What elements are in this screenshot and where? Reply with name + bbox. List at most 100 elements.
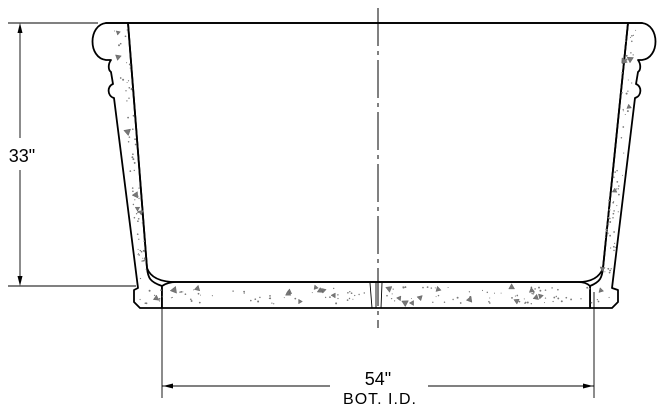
aggregate-dot — [352, 298, 354, 300]
aggregate-dot — [139, 277, 142, 280]
aggregate-stone — [401, 300, 409, 307]
aggregate-dot — [627, 90, 629, 92]
aggregate-dot — [142, 257, 144, 259]
aggregate-dot — [269, 295, 271, 297]
aggregate-dot — [125, 90, 127, 92]
aggregate-dot — [136, 233, 139, 236]
aggregate-dot — [190, 300, 193, 302]
aggregate-dot — [590, 301, 593, 304]
aggregate-stone — [115, 54, 122, 61]
aggregate-dot — [516, 294, 519, 297]
aggregate-dot — [158, 297, 161, 300]
aggregate-dot — [179, 291, 181, 293]
bottom-dimension-label: 54" — [365, 369, 391, 389]
aggregate-dot — [631, 40, 633, 43]
aggregate-dot — [184, 293, 187, 296]
aggregate-dot — [127, 140, 130, 143]
aggregate-dot — [189, 298, 192, 301]
aggregate-dot — [350, 292, 353, 295]
aggregate-dot — [126, 81, 128, 84]
aggregate-stone — [330, 292, 336, 299]
aggregate-dot — [363, 292, 366, 294]
aggregate-dot — [410, 298, 412, 299]
aggregate-dot — [553, 296, 556, 299]
aggregate-dot — [607, 223, 610, 225]
aggregate-dot — [618, 193, 620, 196]
aggregate-stone — [134, 206, 141, 212]
aggregate-dot — [518, 300, 521, 303]
aggregate-stone — [528, 286, 535, 293]
floor-joint — [369, 282, 383, 309]
aggregate-dot — [557, 288, 559, 291]
aggregate-dot — [468, 291, 471, 293]
aggregate-dot — [134, 199, 136, 201]
height-dimension: 33" — [2, 22, 136, 287]
aggregate-dot — [139, 298, 141, 301]
aggregate-dot — [137, 253, 139, 256]
aggregate-dot — [625, 92, 628, 95]
aggregate-dot — [625, 58, 628, 61]
bottom-dimension-sublabel: BOT. I.D. — [343, 391, 417, 408]
bottom-arrow-left — [163, 383, 173, 389]
aggregate-dot — [134, 143, 137, 146]
aggregate-dot — [124, 35, 127, 38]
aggregate-dot — [443, 301, 446, 303]
aggregate-dot — [534, 288, 536, 290]
aggregate-dot — [632, 34, 634, 36]
aggregate-dot — [128, 97, 130, 99]
aggregate-dot — [565, 296, 568, 299]
aggregate-dot — [620, 137, 623, 139]
aggregate-dot — [437, 294, 440, 297]
aggregate-dot — [138, 197, 140, 200]
aggregate-dot — [136, 195, 139, 198]
aggregate-dot — [539, 289, 542, 292]
aggregate-dot — [198, 301, 201, 304]
aggregate-dot — [259, 296, 261, 299]
aggregate-dot — [158, 300, 161, 302]
aggregate-stone — [396, 295, 402, 302]
aggregate-dot — [114, 30, 116, 32]
aggregate-dot — [526, 301, 529, 304]
bottom-arrow-right — [583, 383, 593, 389]
aggregate-stone — [465, 295, 473, 303]
aggregate-stone — [435, 285, 442, 292]
aggregate-dot — [135, 212, 138, 215]
aggregate-dot — [337, 294, 339, 296]
aggregate-dot — [624, 40, 627, 42]
aggregate-dot — [153, 294, 156, 297]
aggregate-dot — [119, 77, 122, 79]
aggregate-dot — [434, 287, 436, 289]
aggregate-dot — [511, 296, 513, 299]
aggregate-dot — [596, 298, 599, 301]
aggregate-stone — [321, 288, 327, 294]
aggregate-dot — [346, 299, 349, 301]
aggregate-dot — [608, 296, 610, 299]
aggregate-stone — [115, 30, 121, 36]
aggregate-stone — [532, 293, 539, 300]
aggregate-dot — [613, 249, 615, 252]
aggregate-dot — [622, 108, 624, 111]
aggregate-dot — [560, 300, 563, 303]
aggregate-dot — [138, 254, 140, 256]
aggregate-dot — [348, 297, 351, 300]
aggregate-dot — [130, 87, 133, 90]
aggregate-dot — [609, 221, 612, 223]
aggregate-dot — [329, 296, 331, 298]
aggregate-dot — [211, 295, 213, 297]
aggregate-dot — [617, 211, 619, 213]
aggregate-dot — [588, 287, 591, 290]
aggregate-dot — [632, 54, 634, 56]
aggregate-dot — [148, 289, 151, 292]
aggregate-dot — [608, 217, 611, 220]
aggregate-dot — [616, 188, 618, 190]
aggregate-dot — [531, 292, 533, 295]
aggregate-dot — [604, 236, 607, 238]
aggregate-dot — [180, 291, 183, 293]
aggregate-dot — [631, 34, 633, 37]
aggregate-dot — [618, 185, 620, 187]
aggregate-dot — [551, 287, 553, 289]
aggregate-dot — [133, 216, 136, 219]
aggregate-dot — [131, 156, 134, 159]
aggregate-dot — [616, 181, 619, 183]
